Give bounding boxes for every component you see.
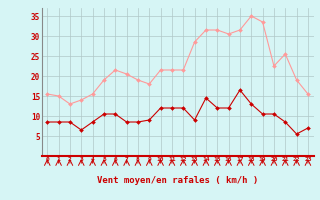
X-axis label: Vent moyen/en rafales ( km/h ): Vent moyen/en rafales ( km/h ): [97, 176, 258, 185]
